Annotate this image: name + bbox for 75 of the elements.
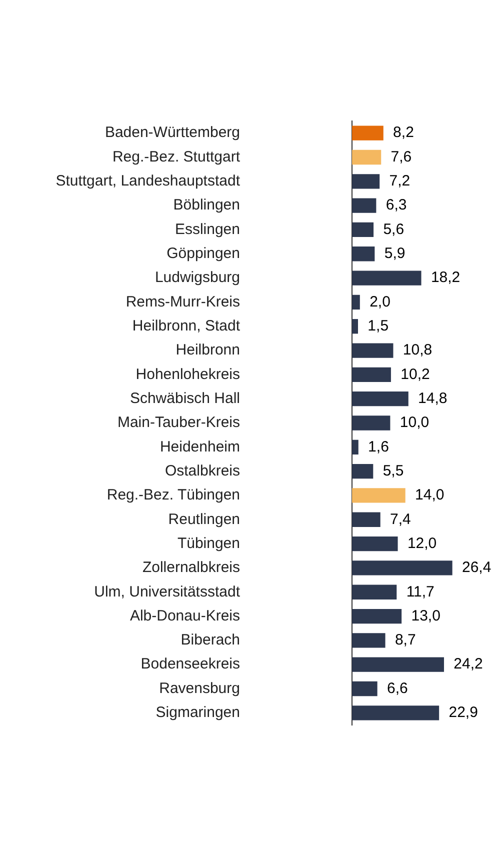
bar <box>352 198 376 213</box>
data-label: 18,2 <box>430 269 460 286</box>
data-label: 5,9 <box>384 245 406 262</box>
data-label: 12,0 <box>407 534 437 552</box>
data-label: 8,2 <box>393 124 414 142</box>
data-label: 24,2 <box>454 656 483 673</box>
bar <box>352 681 378 696</box>
bar <box>352 657 444 672</box>
y-tick-label: Alb-Donau-Kreis <box>130 607 240 624</box>
bar <box>352 246 375 262</box>
bar <box>352 512 380 527</box>
data-label: 14,8 <box>418 390 448 407</box>
bar <box>352 174 380 189</box>
data-label: 2,0 <box>370 293 390 310</box>
bar <box>352 150 382 165</box>
data-label: 5,5 <box>382 462 404 480</box>
y-tick-label: Ulm, Universitätsstadt <box>94 583 241 600</box>
bar <box>352 294 360 310</box>
y-tick-label: Ludwigsburg <box>154 269 240 286</box>
data-label: 8,7 <box>394 632 416 649</box>
bar <box>352 440 358 454</box>
bar <box>352 464 374 479</box>
y-tick-label: Reutlingen <box>168 510 240 528</box>
y-tick-label: Hohenlohekreis <box>136 366 240 383</box>
y-tick-label: Rems-Murr-Kreis <box>126 293 240 310</box>
bar <box>352 319 358 334</box>
bar <box>352 608 402 624</box>
bar <box>352 584 397 600</box>
data-label: 1,6 <box>368 438 389 456</box>
y-tick-label: Heilbronn, Stadt <box>132 318 241 334</box>
bar <box>352 536 398 552</box>
data-label: 6,3 <box>386 196 407 214</box>
data-label: 13,0 <box>411 607 440 624</box>
y-tick-label: Heidenheim <box>160 438 240 456</box>
bar <box>352 367 391 382</box>
y-tick-label: Sigmaringen <box>156 704 240 722</box>
data-label: 11,7 <box>406 583 434 600</box>
y-tick-label: Ostalbkreis <box>164 462 240 480</box>
y-tick-label: Biberach <box>180 632 240 649</box>
y-tick-label: Ravensburg <box>159 680 240 697</box>
y-tick-label: Reg.-Bez. Tübingen <box>106 486 240 504</box>
y-tick-label: Esslingen <box>174 220 240 238</box>
data-label: 6,6 <box>387 680 408 697</box>
data-label: 22,9 <box>448 704 478 722</box>
data-label: 7,2 <box>389 172 410 190</box>
y-tick-label: Reg.-Bez. Stuttgart <box>112 148 241 166</box>
bar <box>352 560 452 576</box>
data-label: 5,6 <box>383 220 404 238</box>
y-tick-label: Böblingen <box>173 196 240 214</box>
y-tick-label: Zollernalbkreis <box>142 559 240 576</box>
bar <box>352 270 422 286</box>
data-label: 7,6 <box>390 148 412 166</box>
data-label: 10,0 <box>400 414 430 432</box>
bar <box>352 222 374 238</box>
bar <box>352 488 406 503</box>
bar <box>352 343 394 358</box>
y-tick-label: Baden-Württemberg <box>104 124 240 142</box>
y-tick-label: Schwäbisch Hall <box>130 390 240 407</box>
data-label: 10,8 <box>402 342 432 359</box>
data-label: 14,0 <box>415 486 444 504</box>
data-label: 1,5 <box>368 318 389 334</box>
y-tick-label: Bodenseekreis <box>140 656 240 673</box>
y-tick-label: Heilbronn <box>176 342 240 359</box>
y-tick-label: Göppingen <box>166 245 240 262</box>
y-tick-label: Main-Tauber-Kreis <box>117 414 240 432</box>
bar <box>352 633 386 648</box>
bar <box>352 392 408 406</box>
data-label: 7,4 <box>390 510 411 528</box>
data-label: 10,2 <box>400 366 430 383</box>
data-label: 26,4 <box>462 559 492 576</box>
bar <box>352 706 440 720</box>
y-tick-label: Tübingen <box>177 534 240 552</box>
y-tick-label: Stuttgart, Landeshauptstadt <box>56 172 241 190</box>
bar <box>352 126 384 140</box>
bar <box>352 416 390 430</box>
